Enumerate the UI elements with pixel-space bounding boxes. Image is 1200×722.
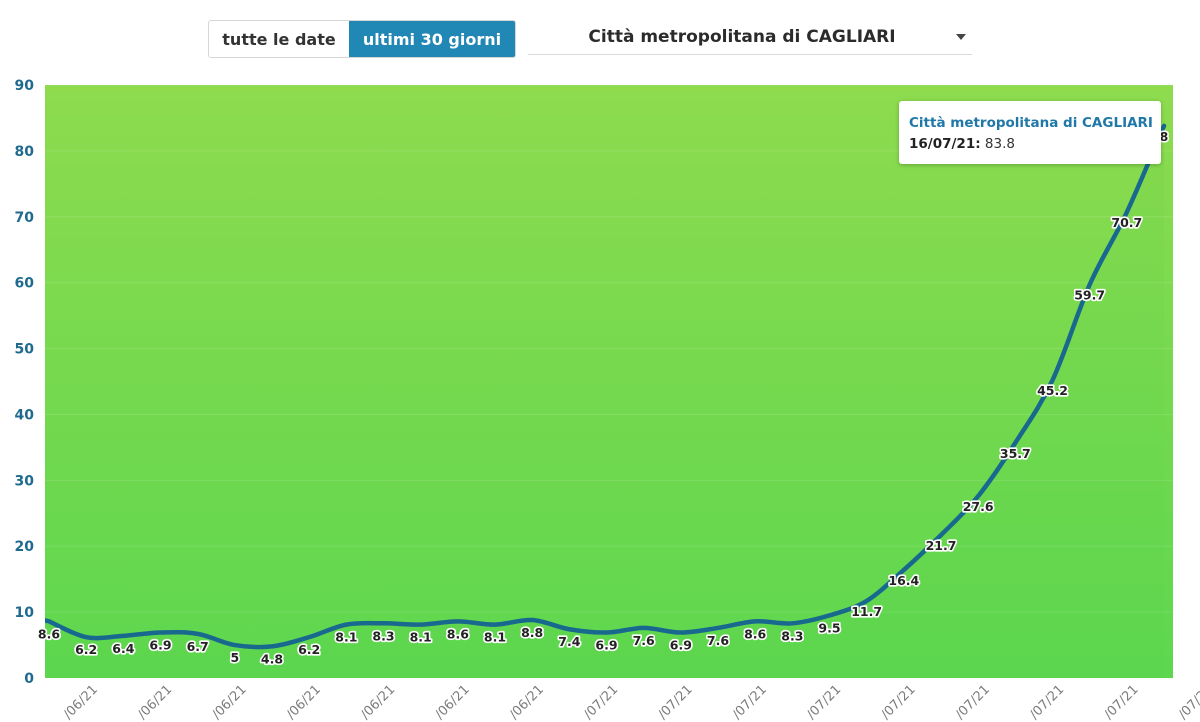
x-tick-label: /06/21 — [358, 682, 398, 722]
x-tick-label: /06/21 — [61, 682, 101, 722]
data-label: 70.7 — [1111, 215, 1142, 230]
plot-background — [45, 85, 1173, 678]
data-label: 6.9 — [670, 638, 692, 653]
data-label: 8.3 — [781, 628, 803, 643]
last-30-days-button[interactable]: ultimi 30 giorni — [349, 21, 515, 57]
x-tick-label: /06/21 — [135, 682, 175, 722]
data-label: 7.6 — [633, 633, 655, 648]
data-label: 7.6 — [707, 633, 729, 648]
x-tick-label: /06/21 — [507, 682, 547, 722]
x-tick-label: /07/21 — [953, 682, 993, 722]
x-tick-label: /07/21 — [804, 682, 844, 722]
series-line — [45, 123, 1167, 650]
x-tick-label: /07/21 — [1027, 682, 1067, 722]
y-tick-label: 40 — [15, 407, 35, 423]
x-tick-label: /07/21 — [878, 682, 918, 722]
y-tick-label: 50 — [15, 342, 35, 358]
y-tick-label: 0 — [24, 671, 34, 687]
data-label: 6.4 — [112, 641, 134, 656]
data-label: 45.2 — [1037, 383, 1068, 398]
location-select[interactable]: Città metropolitana di CAGLIARI — [528, 20, 972, 55]
y-tick-label: 30 — [15, 473, 35, 489]
tooltip-value: 83.8 — [984, 136, 1015, 152]
data-label: 8.8 — [521, 625, 543, 640]
all-dates-button[interactable]: tutte le date — [209, 21, 349, 57]
data-label: 6.2 — [298, 642, 320, 657]
chart-tooltip: Città metropolitana di CAGLIARI 16/07/21… — [899, 101, 1161, 164]
y-tick-label: 20 — [15, 539, 35, 555]
data-label: 7.4 — [558, 634, 580, 649]
x-tick-label: /06/21 — [284, 682, 324, 722]
data-label: 8.6 — [744, 626, 766, 641]
x-tick-label: /07/21 — [730, 682, 770, 722]
data-label: 16.4 — [888, 573, 919, 588]
y-tick-label: 80 — [15, 144, 35, 160]
data-label: 8 — [1160, 129, 1169, 144]
data-label: 27.6 — [963, 499, 994, 514]
x-tick-label: /07/21 — [581, 682, 621, 722]
y-tick-label: 10 — [15, 605, 35, 621]
y-tick-label: 60 — [15, 276, 35, 292]
data-label: 8.6 — [38, 626, 60, 641]
y-tick-label: 90 — [15, 78, 35, 94]
data-label: 9.5 — [818, 620, 840, 635]
data-label: 6.7 — [187, 639, 209, 654]
data-label: 35.7 — [1000, 446, 1031, 461]
chevron-down-icon — [956, 34, 966, 40]
data-label: 8.3 — [372, 628, 394, 643]
x-tick-label: /06/21 — [432, 682, 472, 722]
data-label: 8.1 — [484, 630, 506, 645]
x-tick-label: /07/21 — [1101, 682, 1141, 722]
data-label: 21.7 — [926, 538, 957, 553]
data-label: 8.1 — [335, 630, 357, 645]
data-label: 6.9 — [149, 638, 171, 653]
series-area — [45, 125, 1164, 678]
data-label: 8.1 — [410, 630, 432, 645]
data-label: 6.9 — [595, 638, 617, 653]
y-tick-label: 70 — [15, 210, 35, 226]
data-label: 59.7 — [1074, 288, 1105, 303]
x-tick-label: /07/21 — [1176, 682, 1200, 722]
data-label: 11.7 — [851, 604, 882, 619]
data-label: 6.2 — [75, 642, 97, 657]
x-tick-label: /06/21 — [209, 682, 249, 722]
data-label: 5 — [230, 650, 239, 665]
tooltip-date: 16/07/21: — [909, 136, 981, 152]
date-range-toggle: tutte le date ultimi 30 giorni — [208, 20, 516, 58]
incidence-chart: 0 10 20 30 40 50 60 70 80 90 /06/21/06/21/06/21/0… — [15, 78, 1200, 722]
location-select-value: Città metropolitana di CAGLIARI — [588, 27, 896, 47]
x-tick-label: /07/21 — [655, 682, 695, 722]
tooltip-title: Città metropolitana di CAGLIARI — [909, 115, 1153, 131]
data-label: 8.6 — [447, 626, 469, 641]
data-label: 4.8 — [261, 651, 283, 666]
